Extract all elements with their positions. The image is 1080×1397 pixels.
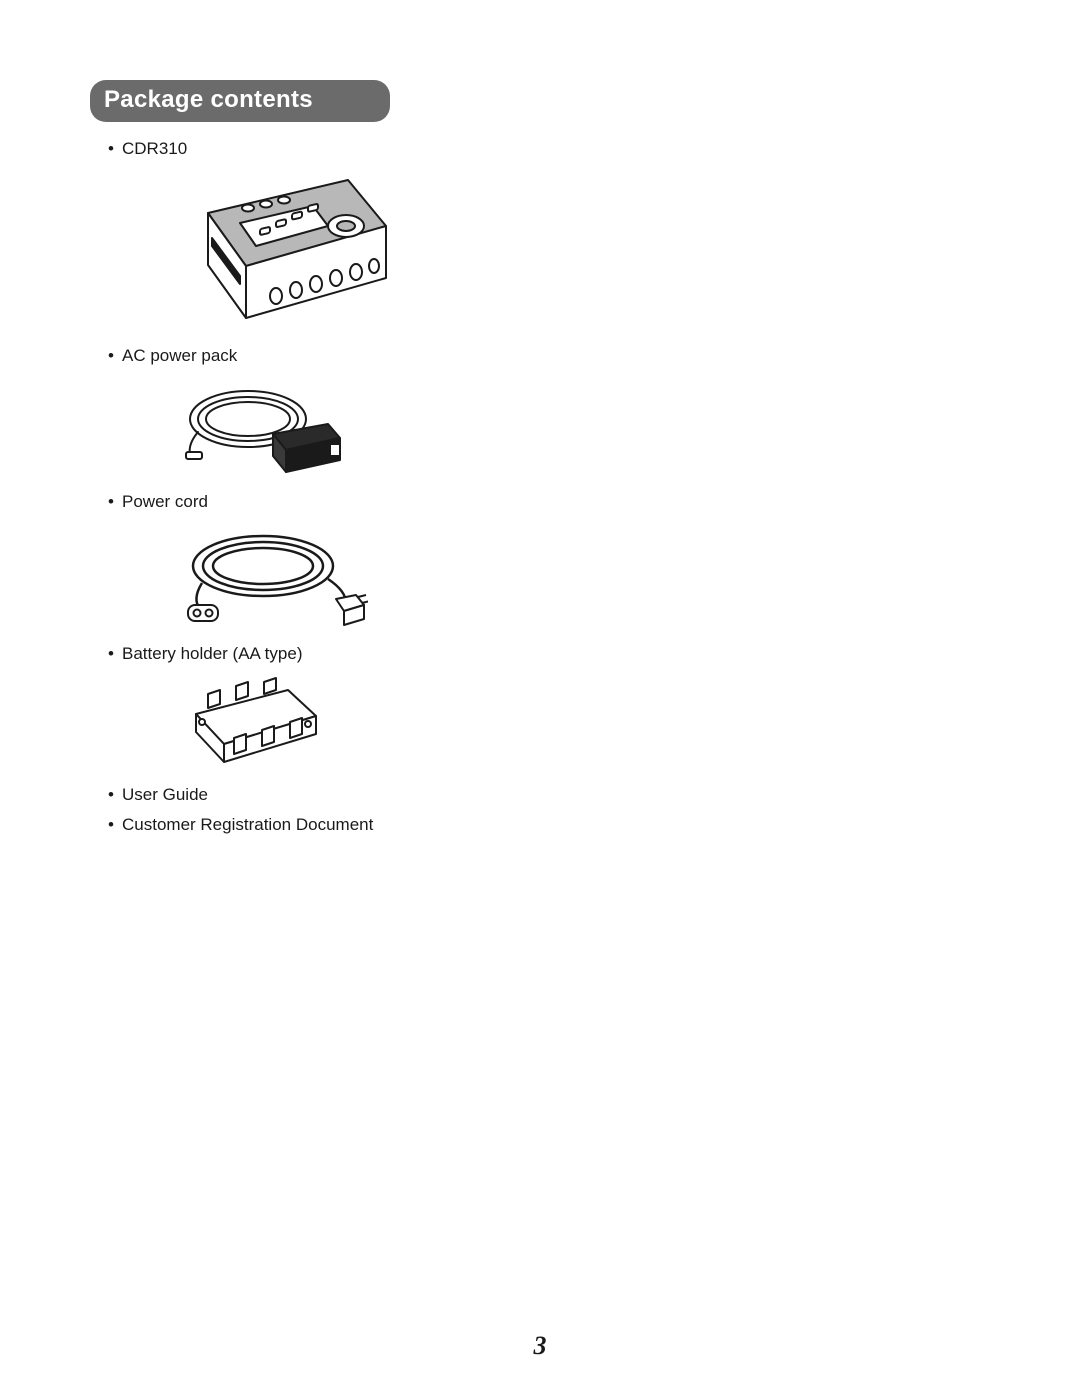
bullet-icon: • [108, 782, 122, 808]
ac-power-pack-illustration-icon [178, 374, 348, 479]
list-item-text: Power cord [122, 492, 208, 511]
section-heading-text: Package contents [104, 86, 313, 113]
list-item-label-row: •Battery holder (AA type) [108, 641, 990, 667]
list-item-text: Battery holder (AA type) [122, 644, 302, 663]
bullet-icon: • [108, 641, 122, 667]
bullet-icon: • [108, 343, 122, 369]
bullet-icon: • [108, 136, 122, 162]
list-item-label-row: •AC power pack [108, 343, 990, 369]
list-item: •Customer Registration Document [108, 812, 990, 838]
list-item-text: AC power pack [122, 346, 237, 365]
list-item: •CDR310 [108, 136, 990, 333]
cdr310-illustration-icon [178, 168, 398, 333]
list-item-label-row: •Power cord [108, 489, 990, 515]
package-contents-list: •CDR310 [90, 136, 990, 837]
list-item: •AC power pack [108, 343, 990, 480]
list-item-text: User Guide [122, 785, 208, 804]
list-item-label-row: •CDR310 [108, 136, 990, 162]
list-item-text: CDR310 [122, 139, 187, 158]
list-item: •Battery holder (AA type) [108, 641, 990, 773]
list-item: •User Guide [108, 782, 990, 808]
bullet-icon: • [108, 812, 122, 838]
page-number-text: 3 [534, 1331, 547, 1360]
page-number: 3 [0, 1331, 1080, 1361]
power-cord-illustration-icon [178, 521, 368, 631]
list-item-label-row: •Customer Registration Document [108, 812, 990, 838]
manual-page: Package contents •CDR310 [0, 0, 1080, 837]
bullet-icon: • [108, 489, 122, 515]
list-item-text: Customer Registration Document [122, 815, 373, 834]
list-item-label-row: •User Guide [108, 782, 990, 808]
battery-holder-illustration-icon [178, 672, 328, 772]
list-item: •Power cord [108, 489, 990, 631]
section-heading: Package contents [90, 80, 390, 122]
